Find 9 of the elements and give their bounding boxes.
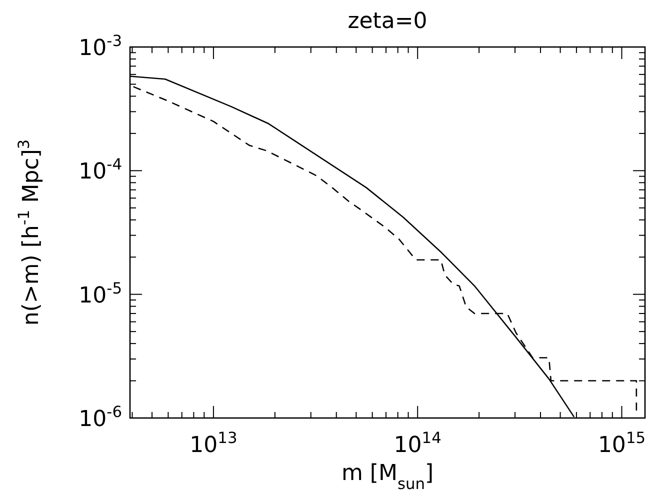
y-tick-label: 10$^{-4}$ — [78, 156, 122, 185]
y-tick-label: 10$^{-3}$ — [78, 32, 122, 61]
y-tick-label: 10$^{-6}$ — [78, 403, 122, 432]
y-tick-label: 10$^{-5}$ — [78, 279, 122, 308]
x-tick-label: 10$^{15}$ — [598, 429, 646, 458]
x-tick-label: 10$^{13}$ — [190, 429, 238, 458]
x-tick-label: 10$^{14}$ — [394, 429, 442, 458]
chart-title: zeta=0 — [348, 9, 428, 34]
x-axis-title: m [M$_{sun}$] — [341, 461, 434, 493]
